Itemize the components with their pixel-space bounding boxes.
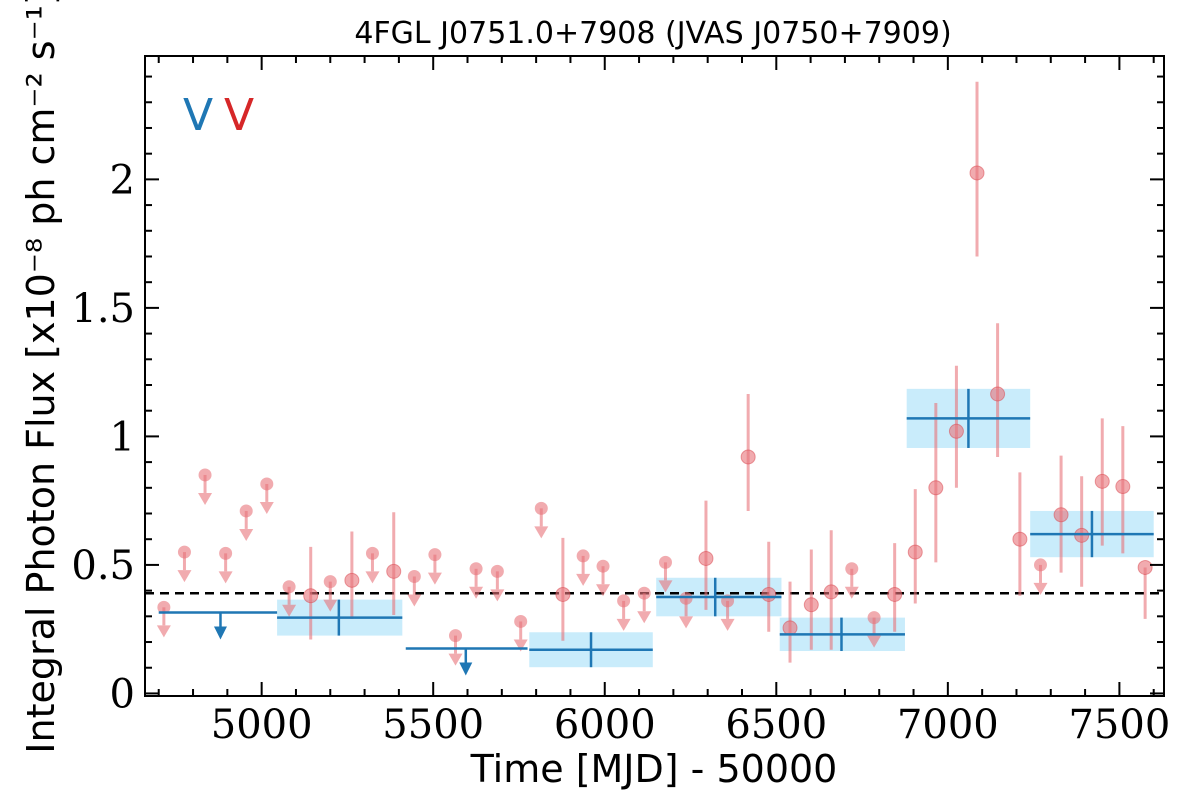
upper-limit-arrow [534,526,549,539]
data-point [907,544,923,560]
legend-entry-red: V [224,90,254,141]
legend: V V [183,90,254,141]
data-point [1074,527,1090,543]
upper-limit-arrow [1033,582,1048,595]
upper-limit-arrow [576,573,591,586]
plot-area [145,81,1164,676]
upper-limit-point [658,555,672,569]
y-tick-label: 0.5 [71,543,135,589]
upper-limit-arrow [218,571,233,584]
data-point [803,597,819,613]
upper-limit-arrow [469,586,484,599]
upper-limit-arrow [616,618,631,631]
data-point [1094,473,1110,489]
upper-limit-point [867,611,881,625]
upper-limit-arrow [407,594,422,607]
chart-title: 4FGL J0751.0+7908 (JVAS J0750+7909) [354,16,951,51]
upper-limit-point [469,562,483,576]
data-point [887,586,903,602]
upper-limit-point [157,600,171,614]
upper-limit-point [365,546,379,560]
upper-limit-point [617,594,631,608]
x-tick-label: 6500 [725,702,827,748]
upper-limit-point [534,501,548,515]
upper-limit-arrow [867,635,882,648]
upper-limit-point [576,549,590,563]
data-point [1115,479,1131,495]
upper-limit-point [679,591,693,605]
data-point [386,563,402,579]
axes: 5000 5500 6000 6500 7000 7500 0 0.5 1 1.5 2 [71,56,1170,748]
upper-limit-point [490,564,504,578]
data-point [928,480,944,496]
data-point [1012,531,1028,547]
x-tick-label: 7500 [1068,702,1170,748]
upper-limit-point [198,468,212,482]
upper-limit-arrow [259,501,274,514]
upper-limit-arrow [177,570,192,583]
upper-limit-point [514,614,528,628]
data-point [969,165,985,181]
x-tick-label: 5000 [211,702,313,748]
upper-limit-arrow [490,589,505,602]
upper-limit-point [219,546,233,560]
upper-limit-point [407,569,421,583]
upper-limit-arrow [513,639,528,652]
data-point [1053,507,1069,523]
upper-limit-arrow [156,625,171,638]
x-tick-label: 7000 [897,702,999,748]
bin-limit-arrow [213,626,227,640]
data-point [761,586,777,602]
upper-limit-point [177,545,191,559]
y-tick-label: 0 [110,671,135,717]
upper-limit-point [596,559,610,573]
x-axis-title: Time [MJD] - 50000 [470,747,838,791]
upper-limit-point [449,629,463,643]
upper-limit-arrow [239,528,254,541]
upper-limit-arrow [658,580,673,593]
x-tick-label: 6000 [554,702,656,748]
upper-limit-arrow [198,492,213,505]
upper-limit-arrow [637,611,652,624]
upper-limit-point [1033,558,1047,572]
y-tick-label: 1 [110,414,135,460]
data-point [344,572,360,588]
data-point [1137,559,1153,575]
y-tick-label: 1.5 [71,286,135,332]
upper-limit-point [845,562,859,576]
data-point [303,588,319,604]
upper-limit-point [239,504,253,518]
data-point [698,550,714,566]
upper-limit-arrow [844,586,859,599]
upper-limit-arrow [323,599,338,612]
legend-entry-blue: V [183,90,213,141]
data-point [948,423,964,439]
upper-limit-point [282,580,296,594]
upper-limit-arrow [720,618,735,631]
data-point [782,620,798,636]
plot-frame [144,55,1165,697]
upper-limit-arrow [448,653,463,666]
y-tick-label: 2 [110,157,135,203]
data-point [990,386,1006,402]
upper-limit-point [637,586,651,600]
data-point [823,584,839,600]
y-axis-title: Integral Photon Flux [x10⁻⁸ ph cm⁻² s⁻¹] [19,0,63,754]
upper-limit-point [260,477,274,491]
upper-limit-arrow [596,584,611,597]
x-tick-label: 5500 [382,702,484,748]
upper-limit-point [323,575,337,589]
upper-limit-arrow [679,616,694,629]
data-point [740,449,756,465]
upper-limit-point [428,548,442,562]
upper-limit-arrow [282,604,297,617]
data-point [555,586,571,602]
upper-limit-arrow [365,571,380,584]
upper-limit-arrow [427,572,442,585]
bin-limit-arrow [459,662,473,676]
